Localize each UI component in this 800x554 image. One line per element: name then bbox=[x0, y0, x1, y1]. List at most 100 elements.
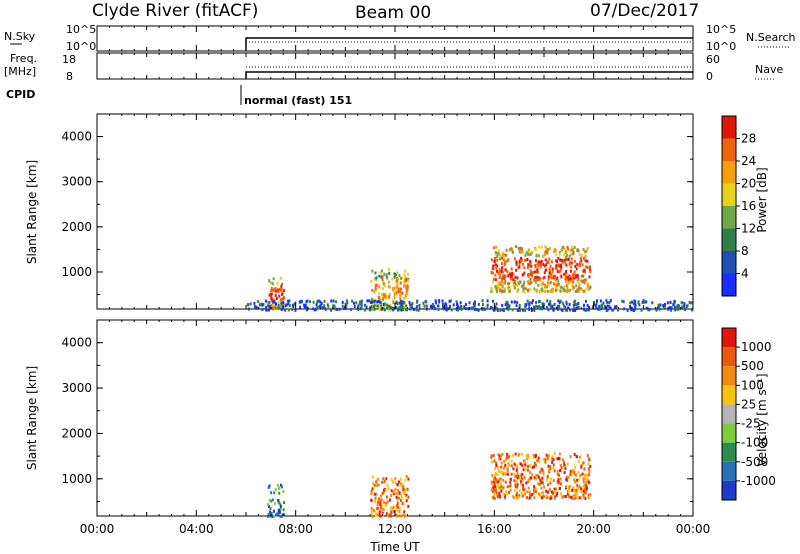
echo-cell bbox=[388, 268, 391, 272]
echo-cell bbox=[272, 300, 275, 304]
echo-cell bbox=[632, 308, 635, 312]
colorbar-swatch bbox=[722, 228, 736, 251]
echo-cell bbox=[477, 302, 480, 306]
echo-cell bbox=[472, 302, 475, 306]
echo-cell bbox=[491, 306, 494, 310]
echo-cell bbox=[564, 275, 567, 279]
echo-cell bbox=[279, 514, 282, 518]
echo-cell bbox=[399, 477, 402, 481]
echo-cell bbox=[274, 302, 277, 306]
echo-cell bbox=[560, 266, 563, 270]
echo-cell bbox=[545, 453, 548, 457]
echo-cell bbox=[534, 490, 537, 494]
echo-cell bbox=[377, 300, 380, 304]
echo-cell bbox=[434, 307, 437, 311]
freq-tick-bottom: 8 bbox=[66, 70, 73, 83]
echo-cell bbox=[363, 308, 366, 312]
echo-cell bbox=[527, 479, 530, 483]
y-tick-label: 1000 bbox=[61, 265, 92, 279]
echo-cell bbox=[509, 484, 512, 488]
echo-cell bbox=[577, 249, 580, 253]
echo-cell bbox=[393, 307, 396, 311]
echo-cell bbox=[521, 494, 524, 498]
echo-cell bbox=[572, 308, 575, 312]
echo-cell bbox=[379, 301, 382, 305]
echo-cell bbox=[673, 305, 676, 309]
echo-cell bbox=[371, 487, 374, 491]
echo-cell bbox=[585, 487, 588, 491]
echo-cell bbox=[514, 483, 517, 487]
echo-cell bbox=[398, 306, 401, 310]
echo-cell bbox=[496, 480, 499, 484]
echo-cell bbox=[613, 305, 616, 309]
echo-cell bbox=[438, 300, 441, 304]
echo-cell bbox=[518, 282, 521, 286]
echo-cell bbox=[292, 305, 295, 309]
echo-cell bbox=[378, 274, 381, 278]
colorbar-tick-label: 4 bbox=[741, 267, 749, 281]
echo-cell bbox=[495, 266, 498, 270]
echo-cell bbox=[582, 493, 585, 497]
echo-cell bbox=[630, 300, 633, 304]
echo-cell bbox=[546, 306, 549, 310]
echo-cell bbox=[645, 300, 648, 304]
echo-cell bbox=[497, 272, 500, 276]
echo-cell bbox=[584, 484, 587, 488]
power-colorbar-label: Power [dB] bbox=[755, 167, 769, 232]
echo-cell bbox=[383, 480, 386, 484]
echo-cell bbox=[527, 486, 530, 490]
echo-cell bbox=[577, 302, 580, 306]
echo-cell bbox=[546, 285, 549, 289]
echo-cell bbox=[534, 279, 537, 283]
echo-cell bbox=[268, 293, 271, 297]
echo-cell bbox=[394, 480, 397, 484]
echo-cell bbox=[404, 488, 407, 492]
echo-cell bbox=[457, 308, 460, 312]
echo-cell bbox=[573, 470, 576, 474]
echo-cell bbox=[459, 301, 462, 305]
echo-cell bbox=[473, 304, 476, 308]
echo-cell bbox=[375, 276, 378, 280]
echo-cell bbox=[402, 485, 405, 489]
echo-cell bbox=[383, 302, 386, 306]
echo-cell bbox=[393, 287, 396, 291]
echo-cell bbox=[486, 306, 489, 310]
echo-cell bbox=[630, 308, 633, 312]
echo-cell bbox=[529, 287, 532, 291]
echo-cell bbox=[666, 301, 669, 305]
echo-cell bbox=[398, 289, 401, 293]
echo-cell bbox=[507, 282, 510, 286]
echo-cell bbox=[557, 256, 560, 260]
echo-cell bbox=[407, 272, 410, 276]
echo-cell bbox=[402, 502, 405, 506]
echo-cell bbox=[569, 495, 572, 499]
echo-cell bbox=[576, 483, 579, 487]
echo-cell bbox=[643, 300, 646, 304]
echo-cell bbox=[500, 269, 503, 273]
echo-cell bbox=[572, 303, 575, 307]
echo-cell bbox=[548, 302, 551, 306]
echo-cell bbox=[265, 305, 268, 309]
echo-cell bbox=[541, 302, 544, 306]
echo-cell bbox=[580, 495, 583, 499]
cpid-label: CPID bbox=[6, 88, 35, 101]
echo-cell bbox=[404, 286, 407, 290]
echo-cell bbox=[515, 496, 518, 500]
echo-cell bbox=[502, 492, 505, 496]
echo-cell bbox=[537, 475, 540, 479]
echo-cell bbox=[492, 480, 495, 484]
echo-cell bbox=[542, 470, 545, 474]
echo-cell bbox=[523, 280, 526, 284]
echo-cell bbox=[578, 460, 581, 464]
echo-cell bbox=[558, 304, 561, 308]
echo-cell bbox=[544, 268, 547, 272]
echo-cell bbox=[663, 303, 666, 307]
echo-cell bbox=[397, 496, 400, 500]
echo-cell bbox=[531, 271, 534, 275]
echo-cell bbox=[401, 300, 404, 304]
echo-cell bbox=[278, 510, 281, 514]
echo-cell bbox=[563, 494, 566, 498]
echo-cell bbox=[572, 250, 575, 254]
echo-cell bbox=[577, 477, 580, 481]
echo-cell bbox=[353, 305, 356, 309]
